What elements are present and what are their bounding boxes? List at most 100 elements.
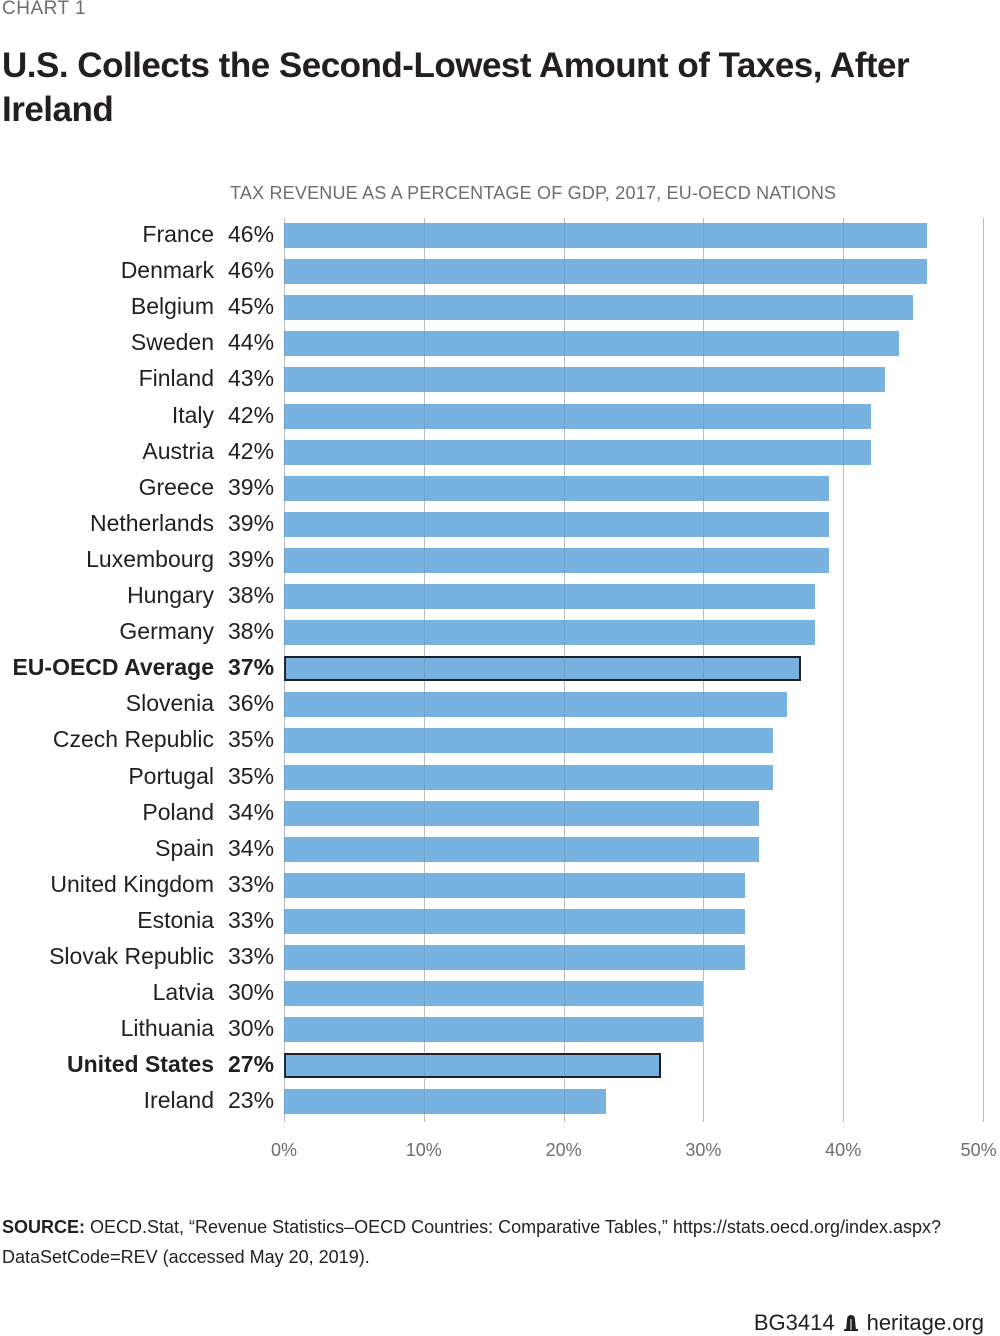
- bar: [284, 331, 900, 357]
- bar-row: Finland 43%: [0, 362, 1000, 398]
- chart-kicker: CHART 1: [2, 0, 87, 19]
- bar: [284, 728, 774, 754]
- value-label: 35%: [228, 726, 275, 753]
- value-label: 45%: [228, 293, 275, 320]
- value-label: 33%: [228, 943, 275, 969]
- bar-row: Spain 34%: [0, 832, 1000, 868]
- bar: [284, 800, 760, 826]
- category-label: Slovak Republic: [49, 943, 214, 969]
- x-tick-label: 0%: [270, 1140, 298, 1160]
- bar-row: Greece 39%: [0, 471, 1000, 507]
- source-note: SOURCE: OECD.Stat, “Revenue Statistics–O…: [2, 1212, 992, 1272]
- value-label: 46%: [228, 221, 275, 247]
- bar-row: Germany 38%: [0, 615, 1000, 651]
- gridline: [843, 218, 845, 1122]
- x-tick-label: 10%: [405, 1140, 442, 1160]
- bar: [284, 403, 872, 429]
- value-label: 34%: [228, 798, 275, 825]
- bar: [284, 475, 830, 501]
- value-label: 30%: [228, 979, 275, 1006]
- bar-row: United Kingdom 33%: [0, 868, 1000, 904]
- bar: [284, 981, 704, 1007]
- value-label: 42%: [228, 401, 275, 428]
- bar: [284, 584, 816, 609]
- category-label: Italy: [171, 401, 214, 428]
- bar: [284, 945, 746, 970]
- bar-row: Slovak Republic 33%: [0, 940, 1000, 976]
- bar-row: Slovenia 36%: [0, 687, 1000, 723]
- category-label: Sweden: [130, 329, 214, 356]
- bar-row: Denmark 46%: [0, 254, 1000, 290]
- bar-row: United States 27%: [0, 1048, 1000, 1084]
- bar: [284, 439, 872, 465]
- category-label: United States: [67, 1051, 214, 1078]
- category-label: Belgium: [130, 293, 214, 320]
- value-label: 30%: [228, 1015, 275, 1042]
- x-tick-label: 40%: [825, 1140, 862, 1160]
- source-text: OECD.Stat, “Revenue Statistics–OECD Coun…: [2, 1217, 942, 1267]
- bar-row: Hungary 38%: [0, 579, 1000, 615]
- value-label: 36%: [228, 690, 275, 717]
- category-label: Latvia: [152, 979, 214, 1006]
- bar: [284, 511, 830, 537]
- value-label: 43%: [228, 365, 275, 392]
- bar: [284, 295, 914, 321]
- bar: [284, 836, 760, 862]
- bar: [284, 259, 928, 285]
- value-label: 37%: [228, 654, 275, 681]
- category-label: Austria: [142, 437, 214, 464]
- x-tick-label: 30%: [685, 1140, 722, 1160]
- site-link[interactable]: heritage.org: [866, 1310, 984, 1335]
- bar-row: Ireland 23%: [0, 1084, 1000, 1120]
- value-label: 23%: [228, 1087, 275, 1114]
- category-label: Spain: [155, 834, 214, 861]
- bar-row: Belgium 45%: [0, 290, 1000, 326]
- value-label: 33%: [228, 906, 275, 933]
- bar-row: Sweden 44%: [0, 326, 1000, 362]
- value-label: 46%: [228, 257, 275, 284]
- source-label: SOURCE:: [2, 1217, 86, 1237]
- category-label: Ireland: [143, 1087, 214, 1114]
- bar: [284, 547, 830, 573]
- category-label: Finland: [138, 365, 214, 392]
- bar-row: Portugal 35%: [0, 760, 1000, 796]
- bar: [284, 908, 746, 934]
- value-label: 42%: [228, 437, 275, 464]
- value-label: 39%: [228, 509, 275, 536]
- category-label: EU-OECD Average: [12, 654, 214, 681]
- bar-row: Lithuania 30%: [0, 1012, 1000, 1048]
- bar: [284, 692, 788, 718]
- value-label: 35%: [228, 762, 275, 789]
- category-label: Poland: [142, 798, 214, 825]
- category-label: Hungary: [127, 582, 214, 608]
- category-label: Estonia: [137, 906, 214, 933]
- chart-title: U.S. Collects the Second-Lowest Amount o…: [2, 46, 910, 129]
- value-label: 39%: [228, 545, 275, 572]
- bar-row: Estonia 33%: [0, 904, 1000, 940]
- category-label: Lithuania: [120, 1015, 214, 1042]
- chart-subtitle: TAX REVENUE AS A PERCENTAGE OF GDP, 2017…: [230, 183, 837, 203]
- bar-row: France 46%: [0, 218, 1000, 254]
- value-label: 38%: [228, 618, 275, 645]
- category-label: United Kingdom: [50, 870, 214, 897]
- highlighted-bar: [284, 656, 802, 682]
- gridline: [983, 218, 984, 1122]
- liberty-bell-icon: [843, 1315, 858, 1331]
- bar: [284, 620, 816, 646]
- category-label: Czech Republic: [52, 726, 214, 753]
- value-label: 34%: [228, 834, 275, 861]
- bar: [284, 1089, 606, 1115]
- footer: BG3414 heritage.org: [754, 1310, 984, 1336]
- value-label: 38%: [228, 582, 275, 608]
- x-tick-label: 50%: [960, 1140, 997, 1160]
- bar: [284, 872, 746, 898]
- bar-row: Italy 42%: [0, 399, 1000, 435]
- value-label: 44%: [228, 329, 275, 356]
- bar: [284, 367, 886, 393]
- bar-row: Czech Republic 35%: [0, 723, 1000, 759]
- value-label: 39%: [228, 473, 275, 500]
- value-label: 33%: [228, 870, 275, 897]
- bar-row: Poland 34%: [0, 796, 1000, 832]
- bar: [284, 223, 928, 248]
- bar: [284, 764, 774, 790]
